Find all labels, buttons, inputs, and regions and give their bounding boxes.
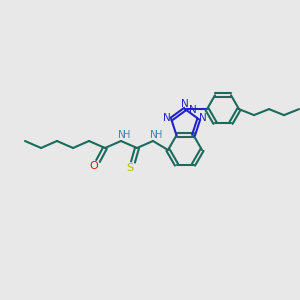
Text: N: N [189, 105, 197, 115]
Text: H: H [155, 130, 163, 140]
Text: H: H [123, 130, 131, 140]
Text: N: N [118, 130, 126, 140]
Text: N: N [164, 113, 171, 123]
Text: N: N [181, 99, 189, 109]
Text: N: N [199, 113, 207, 123]
Text: S: S [126, 163, 134, 173]
Text: N: N [150, 130, 158, 140]
Text: O: O [90, 161, 98, 171]
